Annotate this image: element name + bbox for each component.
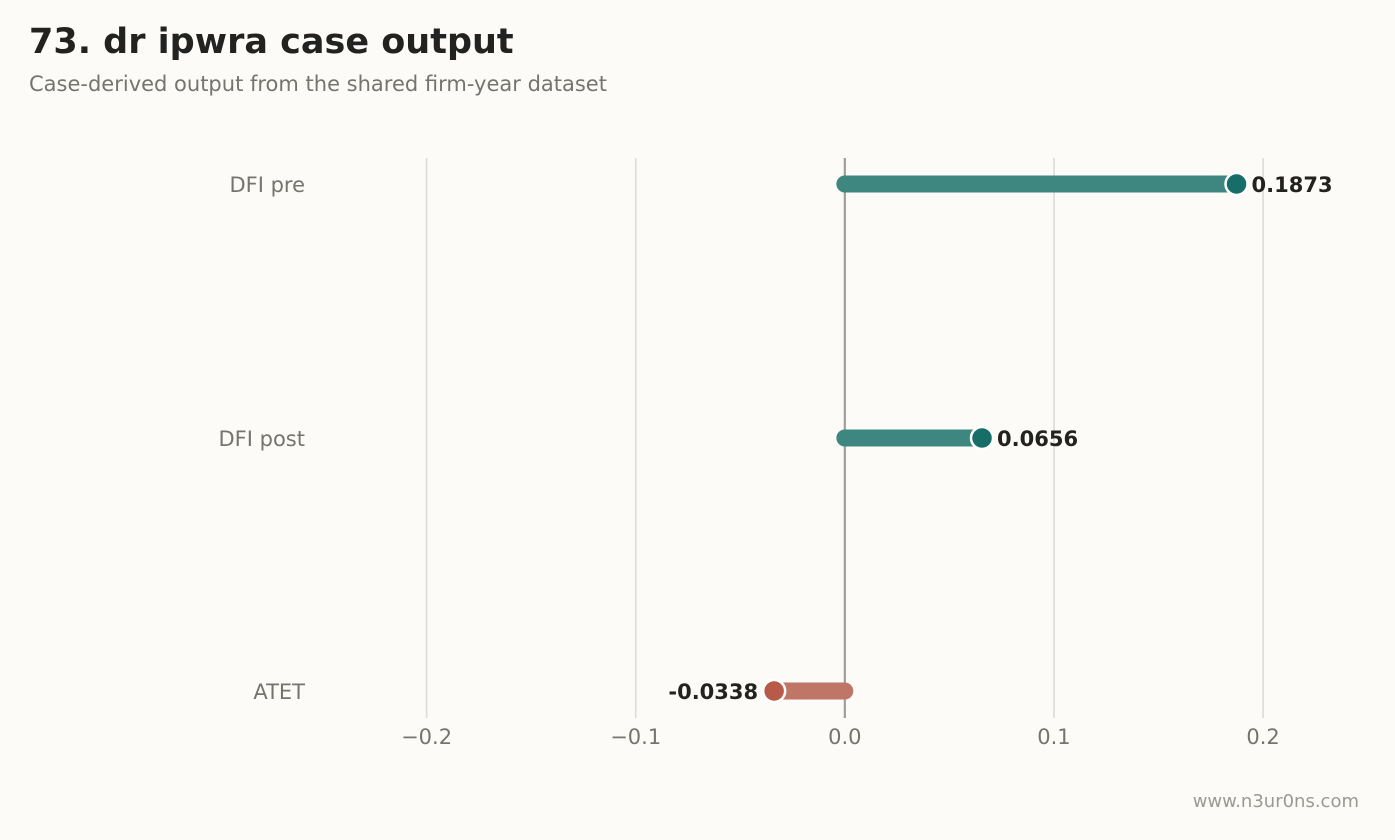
x-tick-label: −0.1 (610, 725, 661, 749)
category-label: ATET (253, 680, 305, 704)
x-tick-label: 0.0 (828, 725, 861, 749)
category-label: DFI pre (229, 173, 305, 197)
chart-subtitle: Case-derived output from the shared firm… (29, 72, 607, 96)
bars (761, 171, 1249, 704)
x-tick-label: −0.2 (401, 725, 452, 749)
value-dot (969, 425, 995, 451)
value-dot (1224, 171, 1249, 197)
category-label: DFI post (219, 427, 305, 451)
value-dot (761, 678, 787, 704)
x-tick-label: 0.1 (1037, 725, 1070, 749)
chart-title: 73. dr ipwra case output (29, 22, 514, 62)
value-label: 0.1873 (1252, 173, 1333, 197)
category-labels: DFI pre DFI post ATET (219, 173, 306, 704)
value-label: -0.0338 (668, 680, 758, 704)
x-axis-ticks: −0.2 −0.1 0.0 0.1 0.2 (401, 725, 1280, 749)
x-tick-label: 0.2 (1246, 725, 1279, 749)
watermark: www.n3ur0ns.com (1192, 791, 1359, 812)
value-label: 0.0656 (997, 427, 1078, 451)
value-labels: 0.1873 0.0656 -0.0338 (668, 173, 1332, 704)
